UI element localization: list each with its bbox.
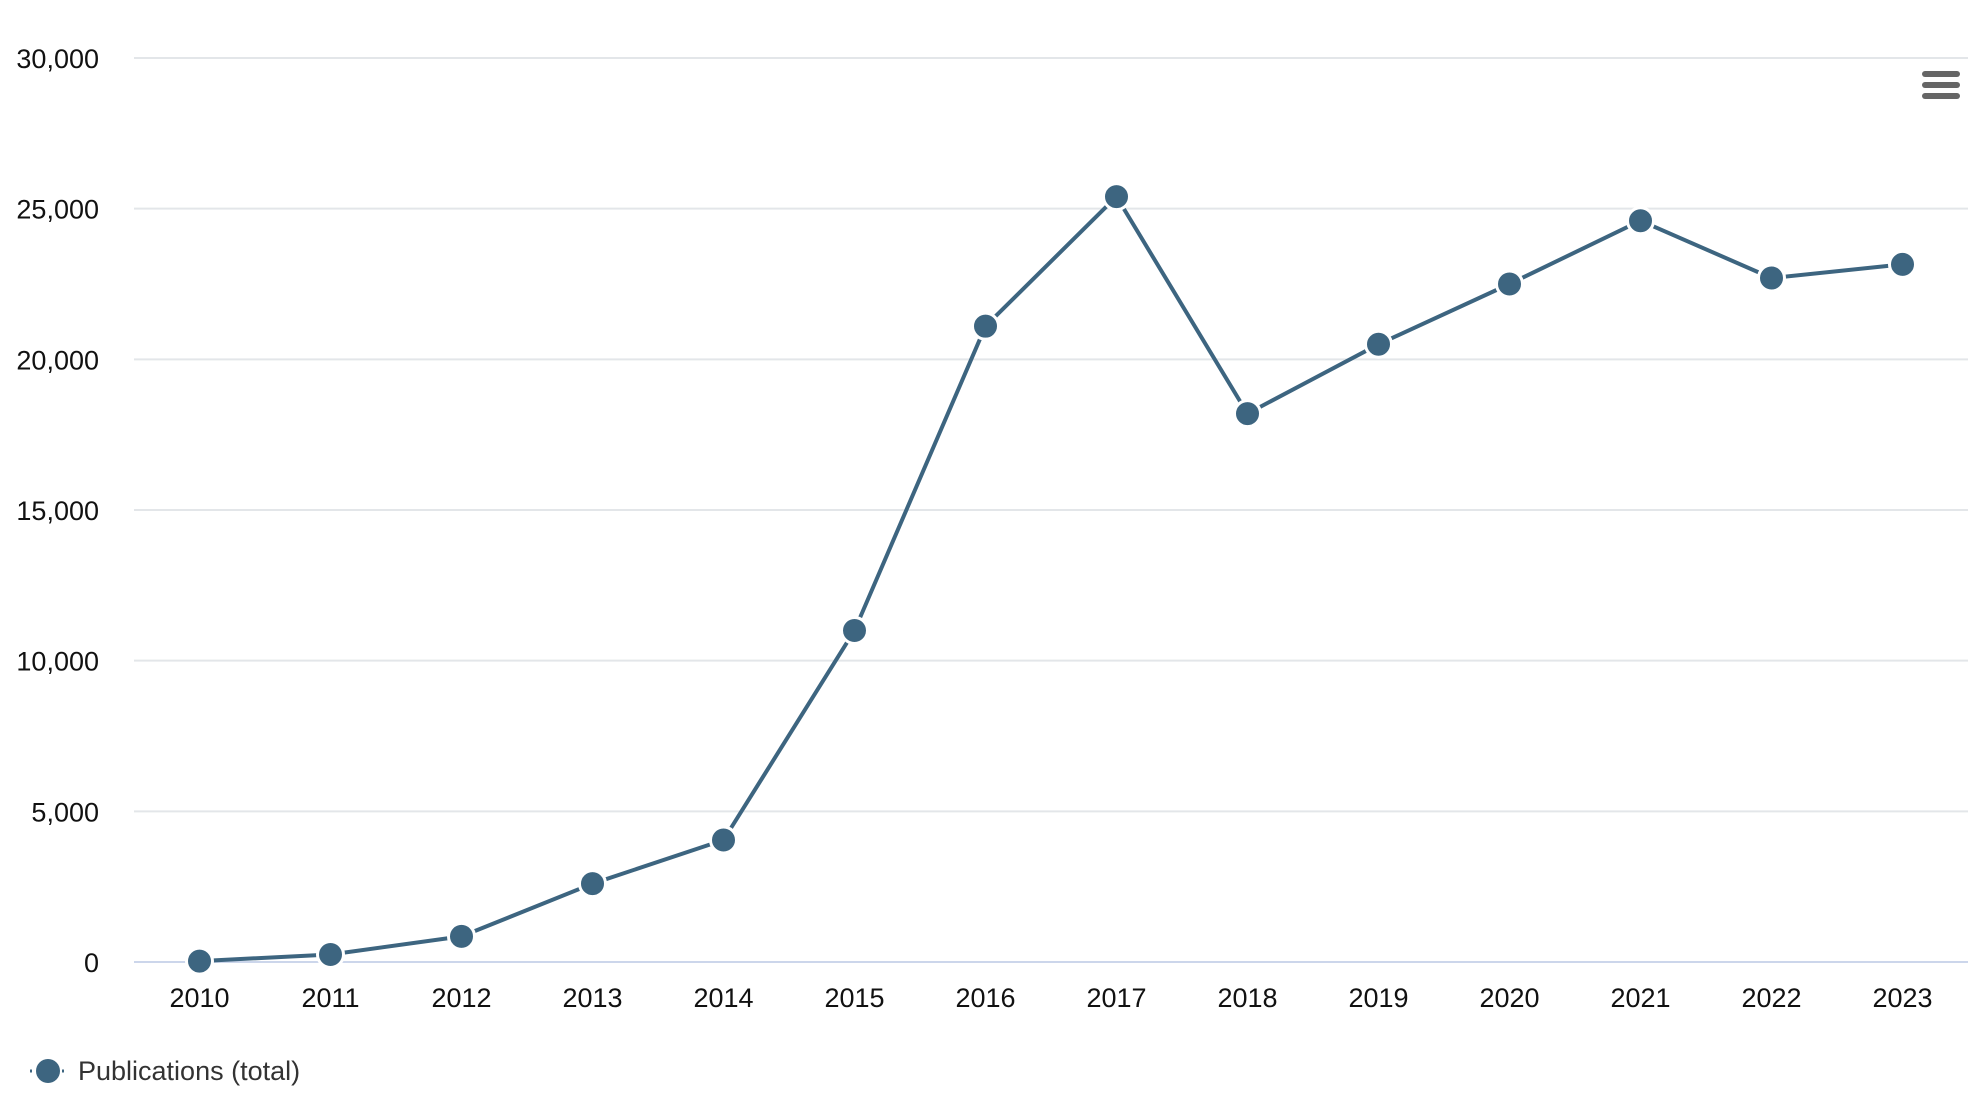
x-tick-label: 2013 (562, 983, 622, 1013)
data-point[interactable] (1626, 206, 1655, 236)
x-tick-label: 2014 (693, 983, 753, 1013)
data-point[interactable] (971, 311, 1000, 341)
y-tick-label: 15,000 (16, 496, 99, 526)
y-tick-label: 25,000 (16, 195, 99, 225)
series-line (197, 194, 1905, 964)
y-tick-label: 0 (84, 948, 99, 978)
x-tick-label: 2012 (431, 983, 491, 1013)
y-tick-label: 10,000 (16, 647, 99, 677)
y-tick-label: 5,000 (31, 797, 99, 827)
y-axis-tick-labels: 0 5,000 10,000 15,000 20,000 25,000 30,000 (16, 44, 99, 978)
x-tick-label: 2021 (1610, 983, 1670, 1013)
x-tick-label: 2019 (1348, 983, 1408, 1013)
x-axis-tick-labels: 2010 2011 2012 2013 2014 2015 2016 2017 2018 2019… (169, 983, 1932, 1013)
x-tick-label: 2015 (824, 983, 884, 1013)
chart-menu-button[interactable] (1920, 65, 1962, 105)
y-tick-label: 30,000 (16, 44, 99, 74)
data-point[interactable] (709, 825, 738, 855)
data-point[interactable] (185, 946, 214, 976)
data-point[interactable] (447, 921, 476, 951)
data-point[interactable] (1233, 399, 1262, 429)
data-point[interactable] (1102, 182, 1131, 212)
data-point[interactable] (1757, 263, 1786, 293)
data-point[interactable] (840, 616, 869, 646)
legend[interactable]: Publications (total) (30, 1056, 300, 1086)
x-tick-label: 2010 (169, 983, 229, 1013)
hamburger-menu-icon (1922, 71, 1960, 99)
data-point[interactable] (1495, 269, 1524, 299)
data-point[interactable] (1888, 249, 1917, 279)
data-point[interactable] (316, 939, 345, 969)
legend-label: Publications (total) (78, 1056, 300, 1086)
x-tick-label: 2011 (301, 983, 359, 1013)
series-publications-total (185, 182, 1917, 976)
gridlines (134, 57, 1968, 813)
y-tick-label: 20,000 (16, 345, 99, 375)
data-point[interactable] (578, 869, 607, 899)
x-tick-label: 2020 (1479, 983, 1539, 1013)
x-tick-label: 2022 (1741, 983, 1801, 1013)
data-point[interactable] (1364, 329, 1393, 359)
x-tick-label: 2017 (1086, 983, 1146, 1013)
x-tick-label: 2018 (1217, 983, 1277, 1013)
x-tick-label: 2016 (955, 983, 1015, 1013)
x-tick-label: 2023 (1872, 983, 1932, 1013)
legend-marker-icon (36, 1059, 60, 1083)
